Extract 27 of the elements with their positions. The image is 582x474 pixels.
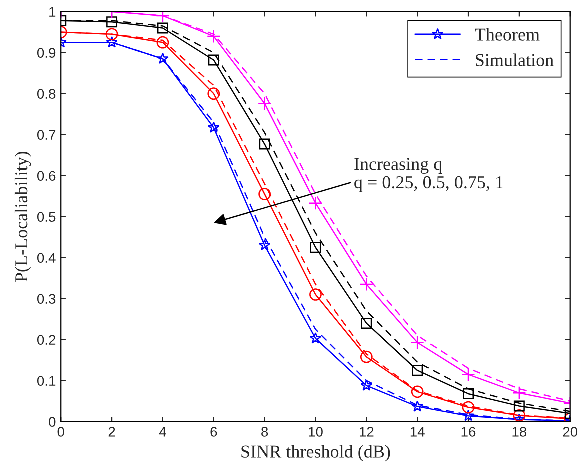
x-tick-label: 18 [512,427,527,437]
legend-label: Simulation [476,54,554,66]
x-tick-label: 0 [58,427,64,437]
y-tick-label: 0.6 [37,171,56,182]
x-tick-label: 16 [462,427,476,437]
y-tick-label: 0 [49,417,56,428]
y-tick-label: 0.3 [37,294,56,304]
y-tick-label: 0.9 [37,48,56,58]
x-tick-label: 8 [262,427,268,437]
annotation: Increasing q q = 0.25, 0.5, 0.75, 1 [354,158,503,192]
x-tick-label: 14 [410,427,425,437]
x-tick-label: 4 [159,427,166,437]
y-tick-label: 0.2 [37,335,56,346]
x-tick-label: 2 [108,427,116,437]
y-tick-label: 0.4 [37,253,56,264]
x-tick-label: 10 [309,427,323,437]
y-axis-title: P(L-Localiability) [14,152,32,282]
y-tick-label: 0.1 [37,376,56,386]
legend-label: Theorem [475,28,540,41]
y-tick-label: 0.5 [37,212,56,222]
x-tick-label: 20 [563,427,578,437]
y-tick-label: 1 [50,7,56,17]
y-tick-label: 0.7 [37,130,56,140]
x-tick-label: 12 [360,427,374,437]
y-tick-label: 0.8 [37,89,56,100]
x-tick-label: 6 [210,427,218,437]
x-axis-title: SINR threshold (dB) [242,445,390,462]
